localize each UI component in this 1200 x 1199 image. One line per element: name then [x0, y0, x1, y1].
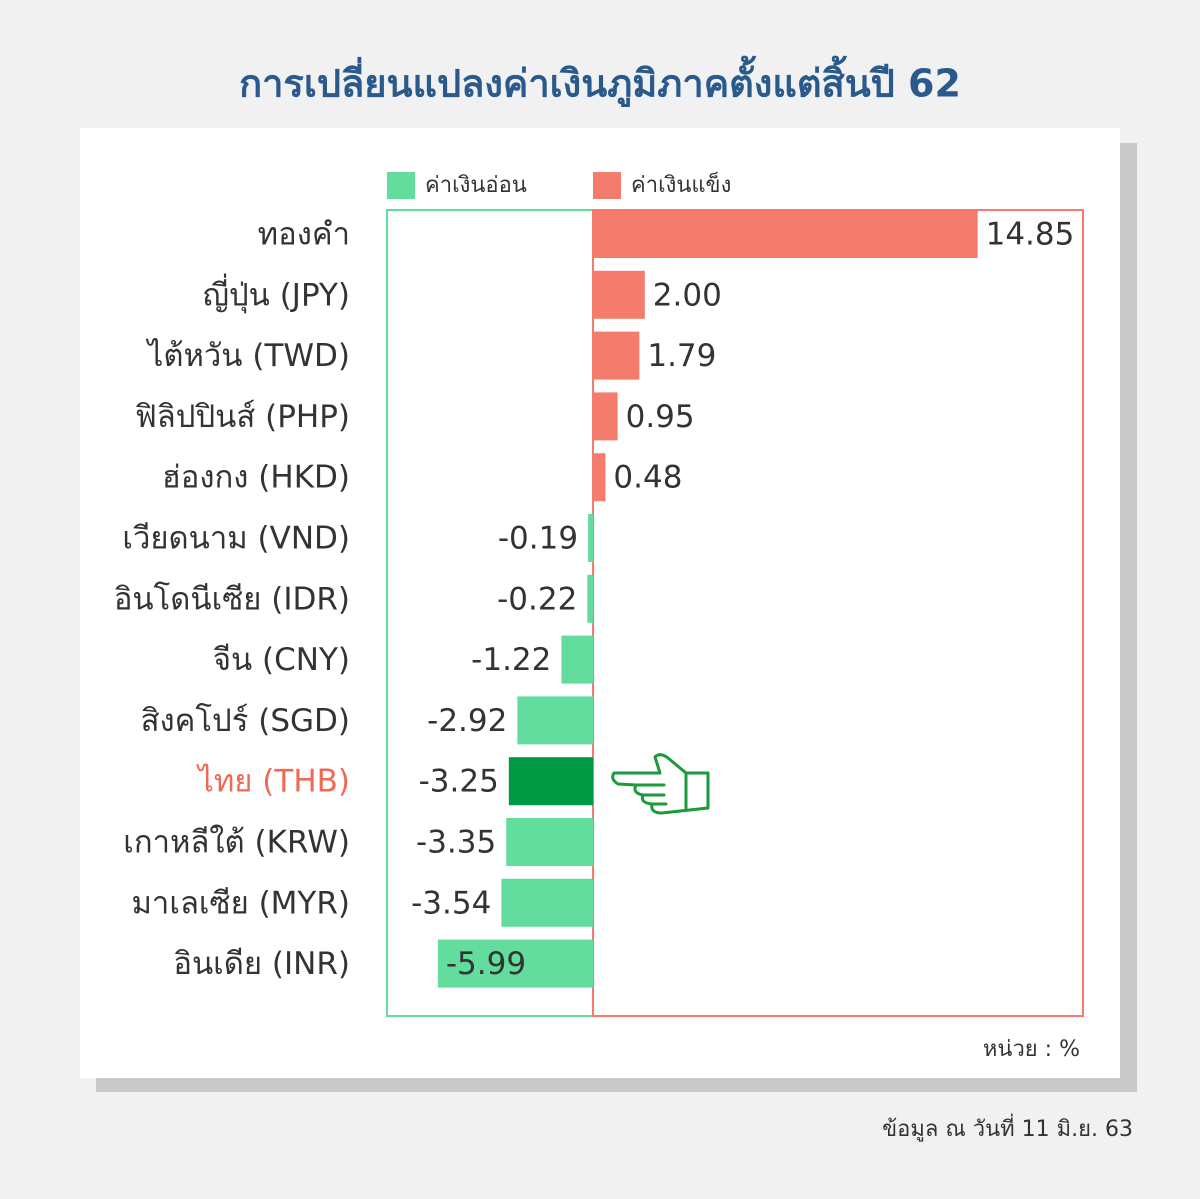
bar — [508, 757, 593, 806]
category-label: ญี่ปุ่น (JPY) — [203, 273, 350, 314]
bar — [593, 453, 606, 502]
bar — [593, 392, 618, 441]
bar — [437, 939, 593, 988]
category-label: จีน (CNY) — [213, 642, 350, 678]
category-label: เวียดนาม (VND) — [122, 521, 350, 557]
source-note: ข้อมูล ณ วันที่ 11 มิ.ย. 63 — [882, 1113, 1133, 1142]
pointer-hand — [611, 753, 710, 815]
legend-label: ค่าเงินอ่อน — [425, 173, 527, 198]
category-label: ฟิลิปปินส์ (PHP) — [135, 399, 350, 435]
bar — [517, 696, 593, 745]
value-label: -2.92 — [427, 703, 507, 739]
category-label: สิงคโปร์ (SGD) — [141, 703, 350, 739]
value-label: 0.95 — [626, 399, 695, 435]
bar — [593, 331, 640, 380]
category-label: อินโดนีเซีย (IDR) — [114, 581, 350, 617]
value-label: -3.35 — [416, 825, 496, 861]
bar — [506, 818, 593, 866]
category-label: ทองคำ — [258, 217, 350, 253]
bar — [501, 878, 593, 927]
value-label: -3.54 — [411, 885, 491, 921]
bar — [593, 210, 978, 258]
value-label: 2.00 — [653, 277, 722, 313]
bar — [587, 574, 593, 623]
category-label: เกาหลีใต้ (KRW) — [123, 825, 350, 861]
category-label: ฮ่องกง (HKD) — [162, 460, 350, 496]
legend-label: ค่าเงินแข็ง — [631, 170, 731, 198]
bar — [561, 635, 593, 684]
category-label: ไทย (THB) — [195, 764, 350, 800]
category-label: อินเดีย (INR) — [173, 946, 350, 982]
legend-swatch — [593, 172, 621, 199]
value-label: -0.19 — [498, 521, 578, 557]
value-label: -3.25 — [419, 764, 499, 800]
bar — [588, 514, 593, 562]
value-label: -0.22 — [497, 581, 577, 617]
value-label: 14.85 — [986, 217, 1075, 253]
value-label: 0.48 — [613, 460, 682, 496]
category-label: มาเลเซีย (MYR) — [132, 885, 351, 921]
value-label: 1.79 — [647, 338, 716, 374]
chart-title: การเปลี่ยนแปลงค่าเงินภูมิภาคตั้งแต่สิ้นป… — [239, 56, 961, 108]
category-label: ไต้หวัน (TWD) — [145, 338, 350, 374]
legend-swatch — [387, 172, 415, 199]
value-label: -1.22 — [471, 642, 551, 678]
value-label: -5.99 — [446, 946, 526, 982]
unit-note: หน่วย : % — [983, 1037, 1080, 1062]
bar — [593, 270, 645, 319]
